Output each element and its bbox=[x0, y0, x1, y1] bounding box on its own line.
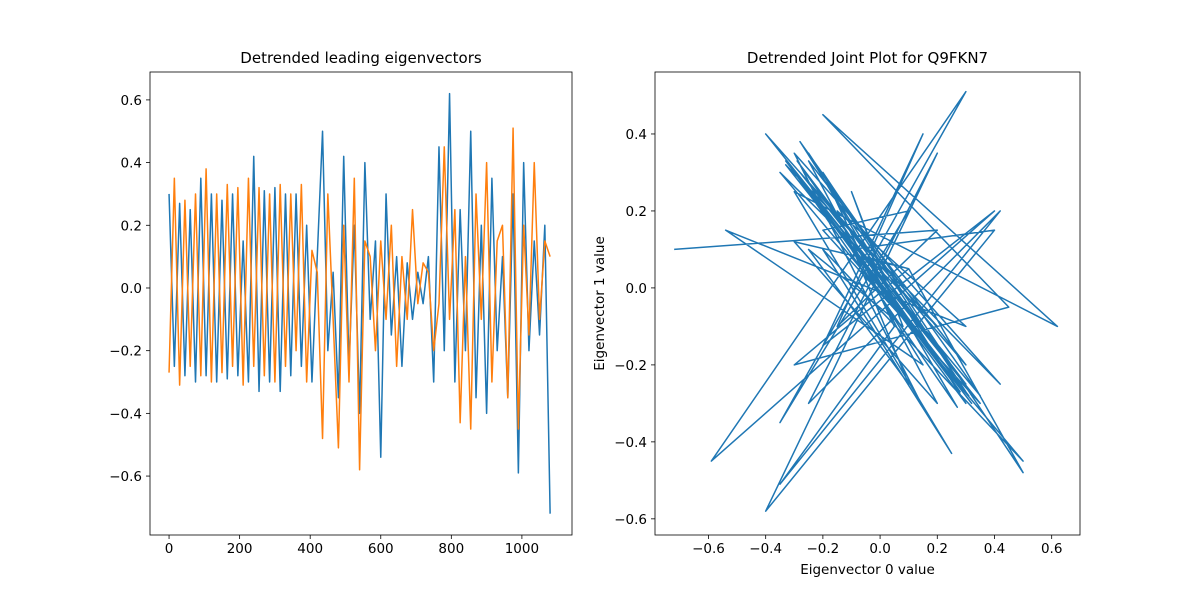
y-tick-label: −0.6 bbox=[614, 512, 647, 528]
x-tick-label: 0.0 bbox=[869, 541, 890, 557]
y-tick-label: 0.4 bbox=[121, 156, 142, 172]
x-tick-label: 0.4 bbox=[984, 541, 1005, 557]
x-tick-label: 0.6 bbox=[1041, 541, 1062, 557]
x-tick-label: 400 bbox=[297, 541, 323, 557]
chart-title: Detrended Joint Plot for Q9FKN7 bbox=[747, 49, 988, 67]
x-tick-label: 600 bbox=[368, 541, 394, 557]
x-tick-label: 200 bbox=[227, 541, 253, 557]
y-axis-label: Eigenvector 1 value bbox=[592, 236, 608, 371]
x-tick-label: 0 bbox=[165, 541, 174, 557]
axes-frame bbox=[654, 71, 1081, 536]
data-line bbox=[168, 92, 551, 514]
data-line bbox=[168, 127, 551, 471]
x-tick-label: −0.6 bbox=[692, 541, 725, 557]
y-tick-label: −0.4 bbox=[614, 435, 647, 451]
x-tick-label: −0.4 bbox=[749, 541, 782, 557]
x-tick-label: 0.2 bbox=[927, 541, 948, 557]
y-tick-label: −0.4 bbox=[109, 406, 142, 422]
chart-title: Detrended leading eigenvectors bbox=[240, 49, 482, 67]
x-tick-label: 1000 bbox=[505, 541, 539, 557]
y-tick-label: −0.6 bbox=[109, 469, 142, 485]
y-tick-label: −0.2 bbox=[614, 358, 647, 374]
axes-frame bbox=[149, 71, 573, 536]
x-axis-label: Eigenvector 0 value bbox=[800, 562, 935, 578]
data-line bbox=[674, 90, 1059, 512]
y-tick-label: 0.2 bbox=[626, 204, 647, 220]
y-tick-label: −0.2 bbox=[109, 344, 142, 360]
y-tick-label: 0.4 bbox=[626, 127, 647, 143]
y-tick-label: 0.2 bbox=[121, 218, 142, 234]
y-tick-label: 0.0 bbox=[121, 281, 142, 297]
y-tick-label: 0.6 bbox=[121, 93, 142, 109]
y-tick-label: 0.0 bbox=[626, 281, 647, 297]
x-tick-label: 800 bbox=[438, 541, 464, 557]
x-tick-label: −0.2 bbox=[806, 541, 839, 557]
